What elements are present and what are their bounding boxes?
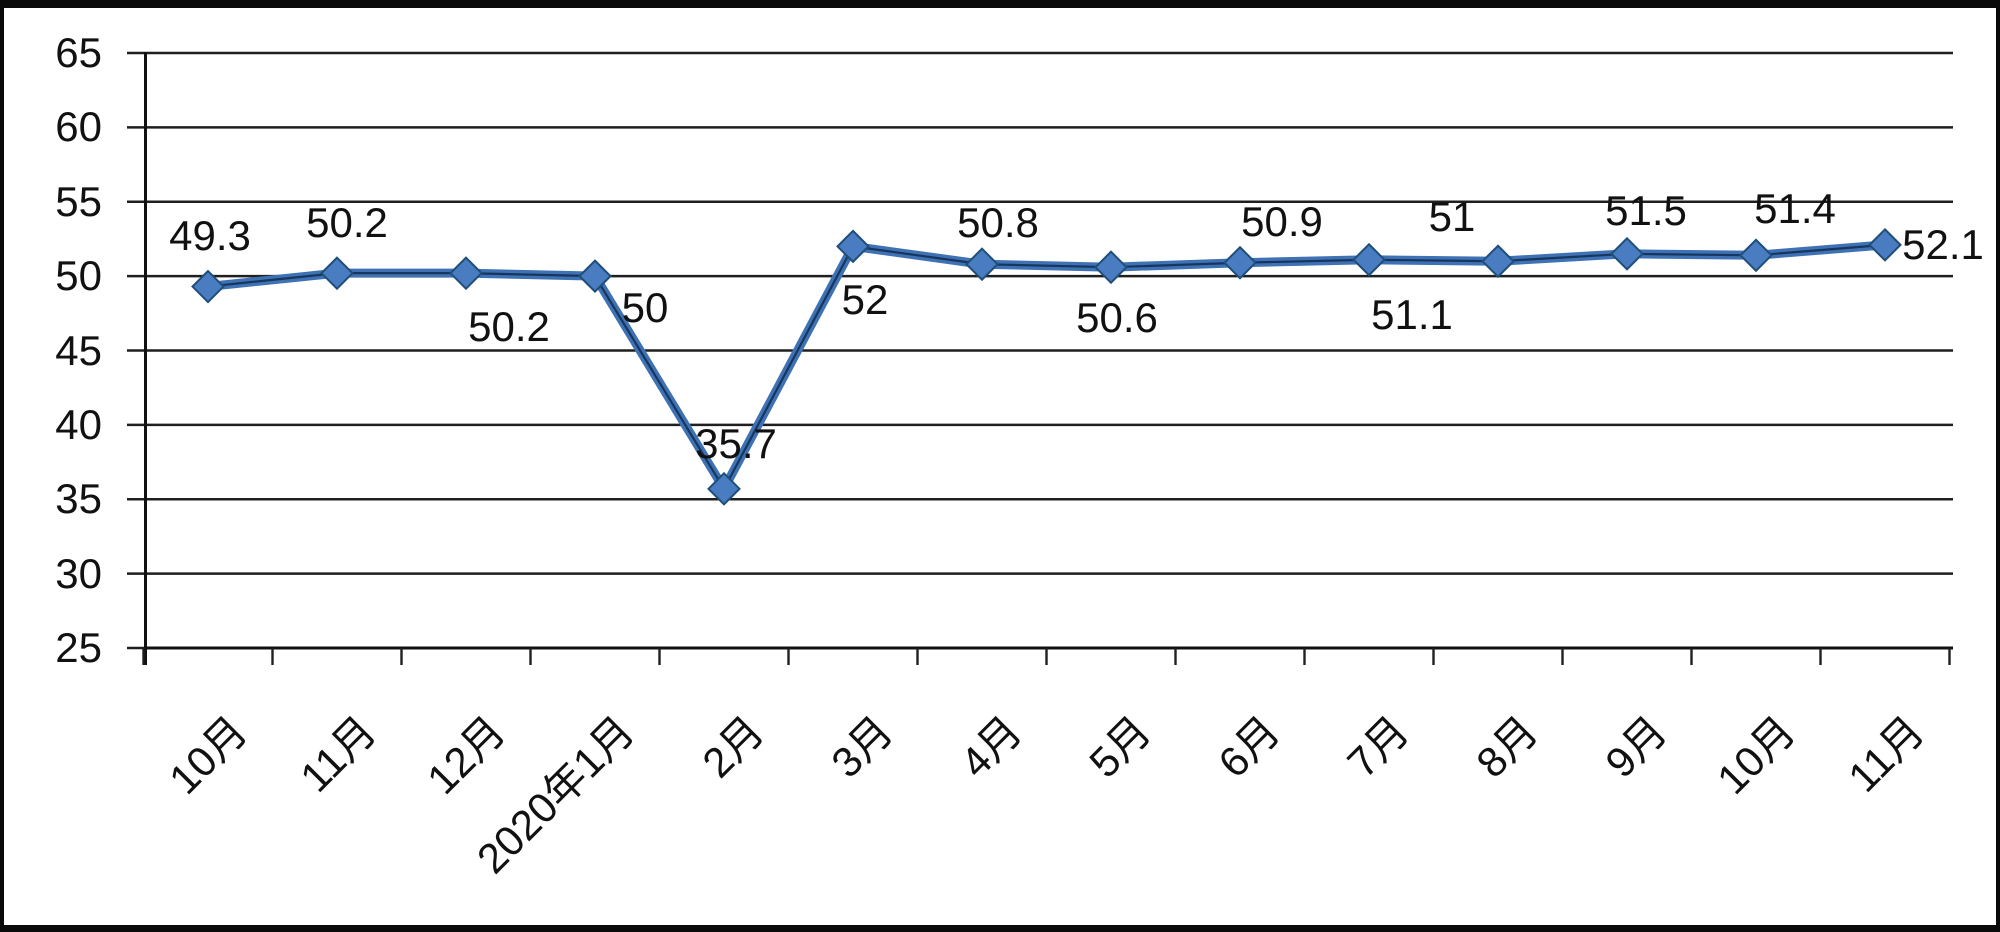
y-axis-label: 60 bbox=[55, 103, 102, 151]
y-axis-label: 30 bbox=[55, 549, 102, 597]
data-label: 51.4 bbox=[1754, 185, 1836, 233]
x-axis-ticks bbox=[142, 648, 1951, 665]
data-label: 51 bbox=[1428, 193, 1476, 241]
y-axis-label: 40 bbox=[55, 400, 102, 448]
data-label: 50.2 bbox=[306, 199, 388, 247]
data-label: 51.5 bbox=[1605, 186, 1687, 234]
data-point-marker bbox=[836, 229, 870, 264]
y-axis-label: 55 bbox=[55, 177, 102, 225]
y-axis-label: 25 bbox=[55, 624, 102, 671]
y-axis-label: 65 bbox=[55, 29, 102, 76]
data-point-marker bbox=[1094, 250, 1128, 285]
data-point-marker bbox=[1223, 245, 1257, 280]
data-label: 49.3 bbox=[169, 211, 251, 259]
data-point-marker bbox=[707, 471, 741, 506]
data-label: 50.9 bbox=[1241, 197, 1323, 245]
data-point-marker bbox=[320, 256, 354, 291]
data-point-marker bbox=[965, 247, 999, 282]
y-axis-label: 50 bbox=[55, 252, 102, 300]
y-axis-label: 45 bbox=[55, 326, 102, 374]
data-label: 50.8 bbox=[957, 199, 1039, 247]
data-label: 50 bbox=[621, 284, 669, 332]
data-label: 50.2 bbox=[468, 303, 550, 351]
data-label: 52 bbox=[841, 276, 889, 324]
data-point-marker bbox=[578, 259, 612, 294]
y-axis-label: 35 bbox=[55, 475, 102, 523]
data-label: 52.1 bbox=[1902, 220, 1984, 268]
data-point-marker bbox=[191, 269, 225, 304]
series-markers bbox=[191, 227, 1902, 506]
series-line-core bbox=[207, 243, 1886, 492]
gridlines bbox=[127, 51, 1953, 650]
data-point-marker bbox=[1352, 242, 1386, 277]
data-point-marker bbox=[1481, 244, 1515, 279]
data-point-marker bbox=[1610, 236, 1644, 271]
data-label: 35.7 bbox=[695, 419, 777, 467]
data-label: 51.1 bbox=[1371, 290, 1453, 338]
data-point-marker bbox=[1739, 238, 1773, 273]
data-point-marker bbox=[449, 256, 483, 291]
data-label: 50.6 bbox=[1076, 294, 1158, 342]
data-point-marker bbox=[1868, 227, 1902, 262]
